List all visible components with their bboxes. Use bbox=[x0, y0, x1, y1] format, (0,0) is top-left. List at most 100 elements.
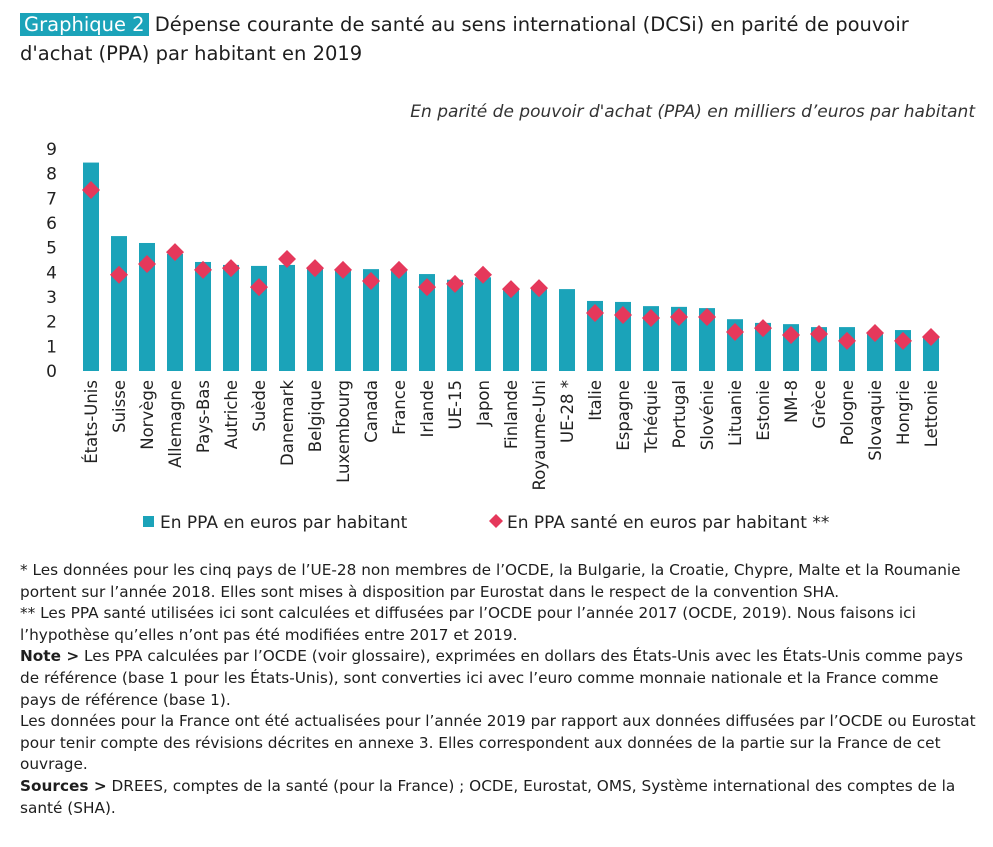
diamond-marker bbox=[502, 280, 520, 299]
note-text: * Les données pour les cinq pays de l’UE… bbox=[20, 561, 961, 601]
header: Graphique 2 Dépense courante de santé au… bbox=[20, 10, 980, 68]
x-tick-label: Canada bbox=[362, 380, 381, 443]
chart-subtitle: En parité de pouvoir d'achat (PPA) en mi… bbox=[410, 102, 975, 122]
x-tick-label: France bbox=[390, 380, 409, 435]
bar bbox=[419, 274, 435, 371]
x-tick-label: Espagne bbox=[614, 380, 633, 451]
diamond-marker bbox=[82, 180, 100, 199]
note-text: ** Les PPA santé utilisées ici sont calc… bbox=[20, 604, 916, 644]
bar bbox=[531, 288, 547, 371]
bar bbox=[251, 265, 267, 371]
x-tick-label: Tchéquie bbox=[642, 380, 661, 454]
diamond-marker bbox=[278, 250, 296, 269]
diamond-marker bbox=[894, 331, 912, 350]
x-tick-label: Danemark bbox=[278, 380, 297, 466]
bar bbox=[559, 289, 575, 371]
x-tick-label: Hongrie bbox=[894, 380, 913, 445]
x-tick-label: Estonie bbox=[754, 380, 773, 441]
chart: 0 1 2 3 4 5 6 7 8 9 États-Unis Suisse Norvège Allemag… bbox=[46, 140, 941, 533]
x-tick-label: Belgique bbox=[306, 380, 325, 452]
y-tick-label: 0 bbox=[46, 362, 57, 382]
diamond-marker bbox=[390, 260, 408, 279]
diamond-marker bbox=[726, 323, 744, 342]
x-tick-label: UE-28 * bbox=[558, 380, 577, 443]
figure-label: Graphique 2 bbox=[20, 13, 149, 36]
bar bbox=[195, 261, 211, 371]
diamond-marker bbox=[362, 271, 380, 290]
x-tick-label: Allemagne bbox=[166, 380, 185, 468]
bar bbox=[363, 269, 379, 371]
bar bbox=[587, 300, 603, 371]
diamond-marker bbox=[670, 307, 688, 326]
x-tick-label: Pays-Bas bbox=[194, 380, 213, 453]
x-tick-label: UE-15 bbox=[446, 380, 465, 429]
legend-swatch bbox=[143, 516, 154, 527]
y-tick-label: 1 bbox=[46, 337, 57, 357]
x-tick-label: États-Unis bbox=[82, 380, 101, 464]
x-tick-label: Luxembourg bbox=[334, 380, 353, 483]
bar bbox=[867, 332, 883, 371]
x-tick-label: Grèce bbox=[810, 380, 829, 429]
diamond-marker bbox=[866, 324, 884, 343]
bar bbox=[83, 162, 99, 371]
x-tick-label: Irlande bbox=[418, 380, 437, 437]
bar bbox=[699, 308, 715, 371]
y-tick-label: 9 bbox=[46, 140, 57, 160]
x-tick-label: NM-8 bbox=[782, 380, 801, 423]
diamond-marker bbox=[530, 279, 548, 298]
note-label: Note > bbox=[20, 647, 80, 666]
diamond-marker bbox=[838, 331, 856, 350]
bar bbox=[139, 242, 155, 371]
diamond-marker bbox=[586, 304, 604, 323]
legend-swatch bbox=[489, 514, 503, 528]
bar bbox=[223, 264, 239, 371]
x-tick-label: Pologne bbox=[838, 380, 857, 445]
y-tick-label: 3 bbox=[46, 288, 57, 308]
diamond-marker bbox=[922, 327, 940, 346]
bar bbox=[755, 322, 771, 371]
y-tick-label: 6 bbox=[46, 214, 57, 234]
legend-label: En PPA santé en euros par habitant ** bbox=[507, 513, 829, 533]
diamond-marker bbox=[698, 307, 716, 326]
x-tick-label: Suède bbox=[250, 380, 269, 432]
y-tick-label: 5 bbox=[46, 239, 57, 259]
diamond-marker bbox=[194, 260, 212, 279]
note: Note > Les PPA calculées par l’OCDE (voi… bbox=[20, 646, 978, 711]
bar bbox=[447, 279, 463, 371]
x-tick-label: Japon bbox=[474, 380, 493, 427]
note: ** Les PPA santé utilisées ici sont calc… bbox=[20, 603, 978, 646]
x-tick-label: Slovaquie bbox=[866, 380, 885, 461]
diamond-marker bbox=[782, 325, 800, 344]
note: Les données pour la France ont été actua… bbox=[20, 711, 978, 776]
note: * Les données pour les cinq pays de l’UE… bbox=[20, 560, 978, 603]
y-tick-label: 8 bbox=[46, 165, 57, 185]
x-tick-label: Lituanie bbox=[726, 380, 745, 446]
x-tick-label: Autriche bbox=[222, 380, 241, 449]
bar bbox=[923, 336, 939, 371]
y-tick-label: 4 bbox=[46, 263, 57, 283]
bar bbox=[307, 267, 323, 371]
x-tick-label: Italie bbox=[586, 380, 605, 421]
diamond-marker bbox=[138, 254, 156, 273]
x-tick-label: Slovénie bbox=[698, 380, 717, 450]
bar bbox=[167, 253, 183, 371]
diamond-marker bbox=[166, 243, 184, 262]
diamond-marker bbox=[110, 265, 128, 284]
legend-label: En PPA en euros par habitant bbox=[160, 513, 408, 533]
y-tick-label: 7 bbox=[46, 189, 57, 209]
diamond-marker bbox=[334, 260, 352, 279]
x-tick-label: Royaume-Uni bbox=[530, 380, 549, 490]
y-tick-label: 2 bbox=[46, 313, 57, 333]
diamond-marker bbox=[222, 259, 240, 278]
x-tick-label: Portugal bbox=[670, 380, 689, 448]
bar bbox=[111, 236, 127, 371]
note-text: Les données pour la France ont été actua… bbox=[20, 712, 976, 774]
diamond-marker bbox=[306, 259, 324, 278]
diamond-marker bbox=[418, 278, 436, 297]
note: Sources > DREES, comptes de la santé (po… bbox=[20, 776, 978, 819]
x-tick-label: Suisse bbox=[110, 380, 129, 433]
diamond-marker bbox=[754, 319, 772, 338]
note-label: Sources > bbox=[20, 776, 107, 795]
bar bbox=[335, 269, 351, 371]
